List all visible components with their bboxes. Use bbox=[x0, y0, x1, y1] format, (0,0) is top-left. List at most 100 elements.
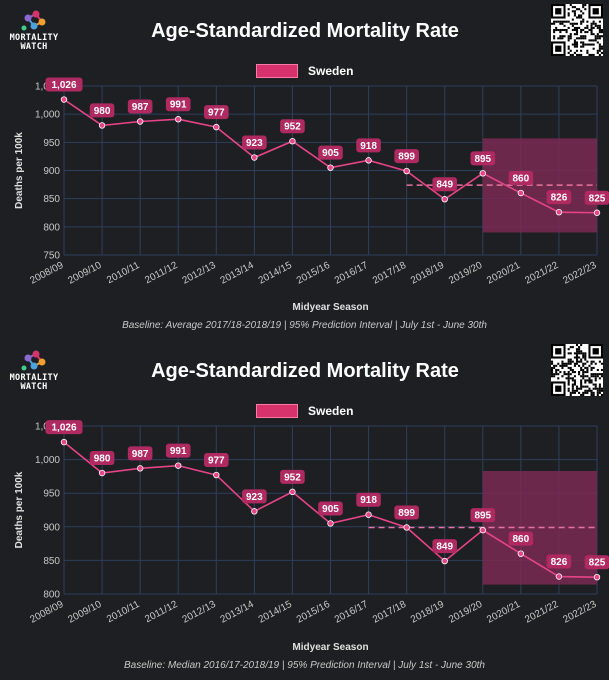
qr-module bbox=[582, 375, 585, 378]
qr-module bbox=[575, 8, 579, 11]
qr-module bbox=[578, 346, 581, 349]
qr-module bbox=[565, 364, 568, 367]
qr-module bbox=[578, 53, 581, 56]
qr-module bbox=[571, 22, 574, 25]
qr-module bbox=[600, 393, 603, 396]
x-tick-label: 2021/22 bbox=[523, 599, 560, 626]
data-label-text: 923 bbox=[246, 492, 263, 503]
qr-module bbox=[567, 45, 570, 48]
data-label-text: 991 bbox=[170, 446, 187, 457]
qr-module bbox=[584, 352, 587, 355]
qr-module bbox=[590, 366, 593, 369]
qr-module bbox=[582, 373, 585, 376]
qr-module bbox=[555, 28, 558, 32]
qr-module bbox=[567, 389, 570, 392]
data-label: 918 bbox=[356, 138, 381, 153]
qr-module bbox=[567, 35, 570, 38]
qr-module bbox=[596, 393, 599, 396]
qr-module bbox=[596, 49, 599, 52]
qr-module bbox=[596, 33, 599, 36]
x-tick-label: 2016/17 bbox=[333, 599, 370, 626]
qr-module bbox=[567, 366, 570, 369]
qr-module bbox=[551, 362, 554, 365]
data-label: 899 bbox=[394, 505, 419, 520]
qr-module bbox=[569, 4, 572, 7]
legend[interactable]: Sweden bbox=[0, 402, 609, 418]
chart-plot: 7508008509009501,0001,0502008/092009/102… bbox=[14, 77, 609, 313]
qr-module bbox=[573, 39, 576, 42]
qr-finder-core bbox=[592, 8, 599, 15]
qr-module bbox=[571, 53, 574, 56]
qr-module bbox=[600, 31, 603, 34]
qr-module bbox=[580, 10, 583, 13]
x-tick-label: 2017/18 bbox=[371, 260, 408, 287]
qr-module bbox=[594, 375, 597, 378]
qr-module bbox=[569, 362, 572, 365]
qr-module bbox=[575, 49, 579, 52]
qr-module bbox=[575, 22, 579, 25]
data-label: 980 bbox=[89, 451, 115, 466]
qr-module bbox=[590, 379, 593, 382]
qr-module bbox=[596, 41, 599, 44]
data-point bbox=[555, 208, 563, 216]
qr-module bbox=[580, 360, 583, 363]
qr-module bbox=[590, 391, 593, 394]
data-point bbox=[441, 196, 448, 203]
qr-module bbox=[586, 31, 589, 34]
x-tick-label: 2009/10 bbox=[66, 260, 103, 287]
qr-module bbox=[600, 362, 603, 365]
data-label-text: 895 bbox=[474, 154, 491, 165]
qr-module bbox=[580, 375, 583, 378]
qr-module bbox=[598, 35, 601, 38]
legend[interactable]: Sweden bbox=[0, 62, 609, 78]
qr-module bbox=[596, 375, 599, 378]
qr-module bbox=[598, 383, 601, 386]
qr-module bbox=[573, 389, 576, 392]
qr-module bbox=[553, 37, 556, 40]
x-tick-label: 2011/12 bbox=[143, 599, 180, 626]
qr-module bbox=[588, 389, 591, 392]
qr-module bbox=[578, 356, 581, 359]
x-tick-label: 2019/20 bbox=[447, 260, 484, 287]
x-axis-label: Midyear Season bbox=[292, 302, 368, 313]
qr-module bbox=[582, 4, 585, 7]
qr-module bbox=[584, 391, 587, 394]
data-label-text: 826 bbox=[551, 193, 568, 204]
qr-module bbox=[565, 20, 568, 23]
qr-module bbox=[569, 373, 572, 376]
qr-code[interactable] bbox=[551, 4, 603, 56]
qr-module bbox=[559, 371, 562, 374]
qr-module bbox=[553, 35, 556, 38]
qr-module bbox=[598, 47, 601, 50]
logo-network-icon bbox=[21, 10, 46, 31]
x-tick-label: 2014/15 bbox=[257, 260, 294, 287]
qr-module bbox=[571, 383, 574, 386]
qr-module bbox=[580, 344, 583, 347]
qr-module bbox=[573, 14, 576, 17]
qr-module bbox=[559, 37, 562, 40]
qr-module bbox=[580, 20, 583, 23]
data-point bbox=[213, 123, 220, 131]
qr-module bbox=[598, 385, 601, 388]
qr-module bbox=[584, 35, 587, 38]
qr-module bbox=[598, 43, 601, 46]
qr-module bbox=[594, 24, 597, 27]
qr-module bbox=[582, 37, 585, 40]
qr-module bbox=[559, 20, 562, 23]
data-point bbox=[441, 557, 448, 565]
data-point bbox=[403, 524, 410, 531]
qr-module bbox=[598, 387, 601, 390]
data-label-bg bbox=[127, 99, 153, 114]
data-label: 987 bbox=[127, 446, 153, 461]
data-label-text: 825 bbox=[589, 193, 606, 204]
qr-module bbox=[551, 373, 554, 376]
qr-module bbox=[586, 391, 589, 394]
qr-module bbox=[553, 366, 556, 369]
data-point bbox=[98, 469, 106, 477]
qr-code[interactable] bbox=[551, 344, 603, 396]
data-label: 895 bbox=[470, 151, 496, 166]
qr-module bbox=[590, 381, 593, 384]
data-point bbox=[175, 116, 182, 123]
qr-module bbox=[575, 344, 579, 347]
qr-module bbox=[590, 362, 593, 365]
